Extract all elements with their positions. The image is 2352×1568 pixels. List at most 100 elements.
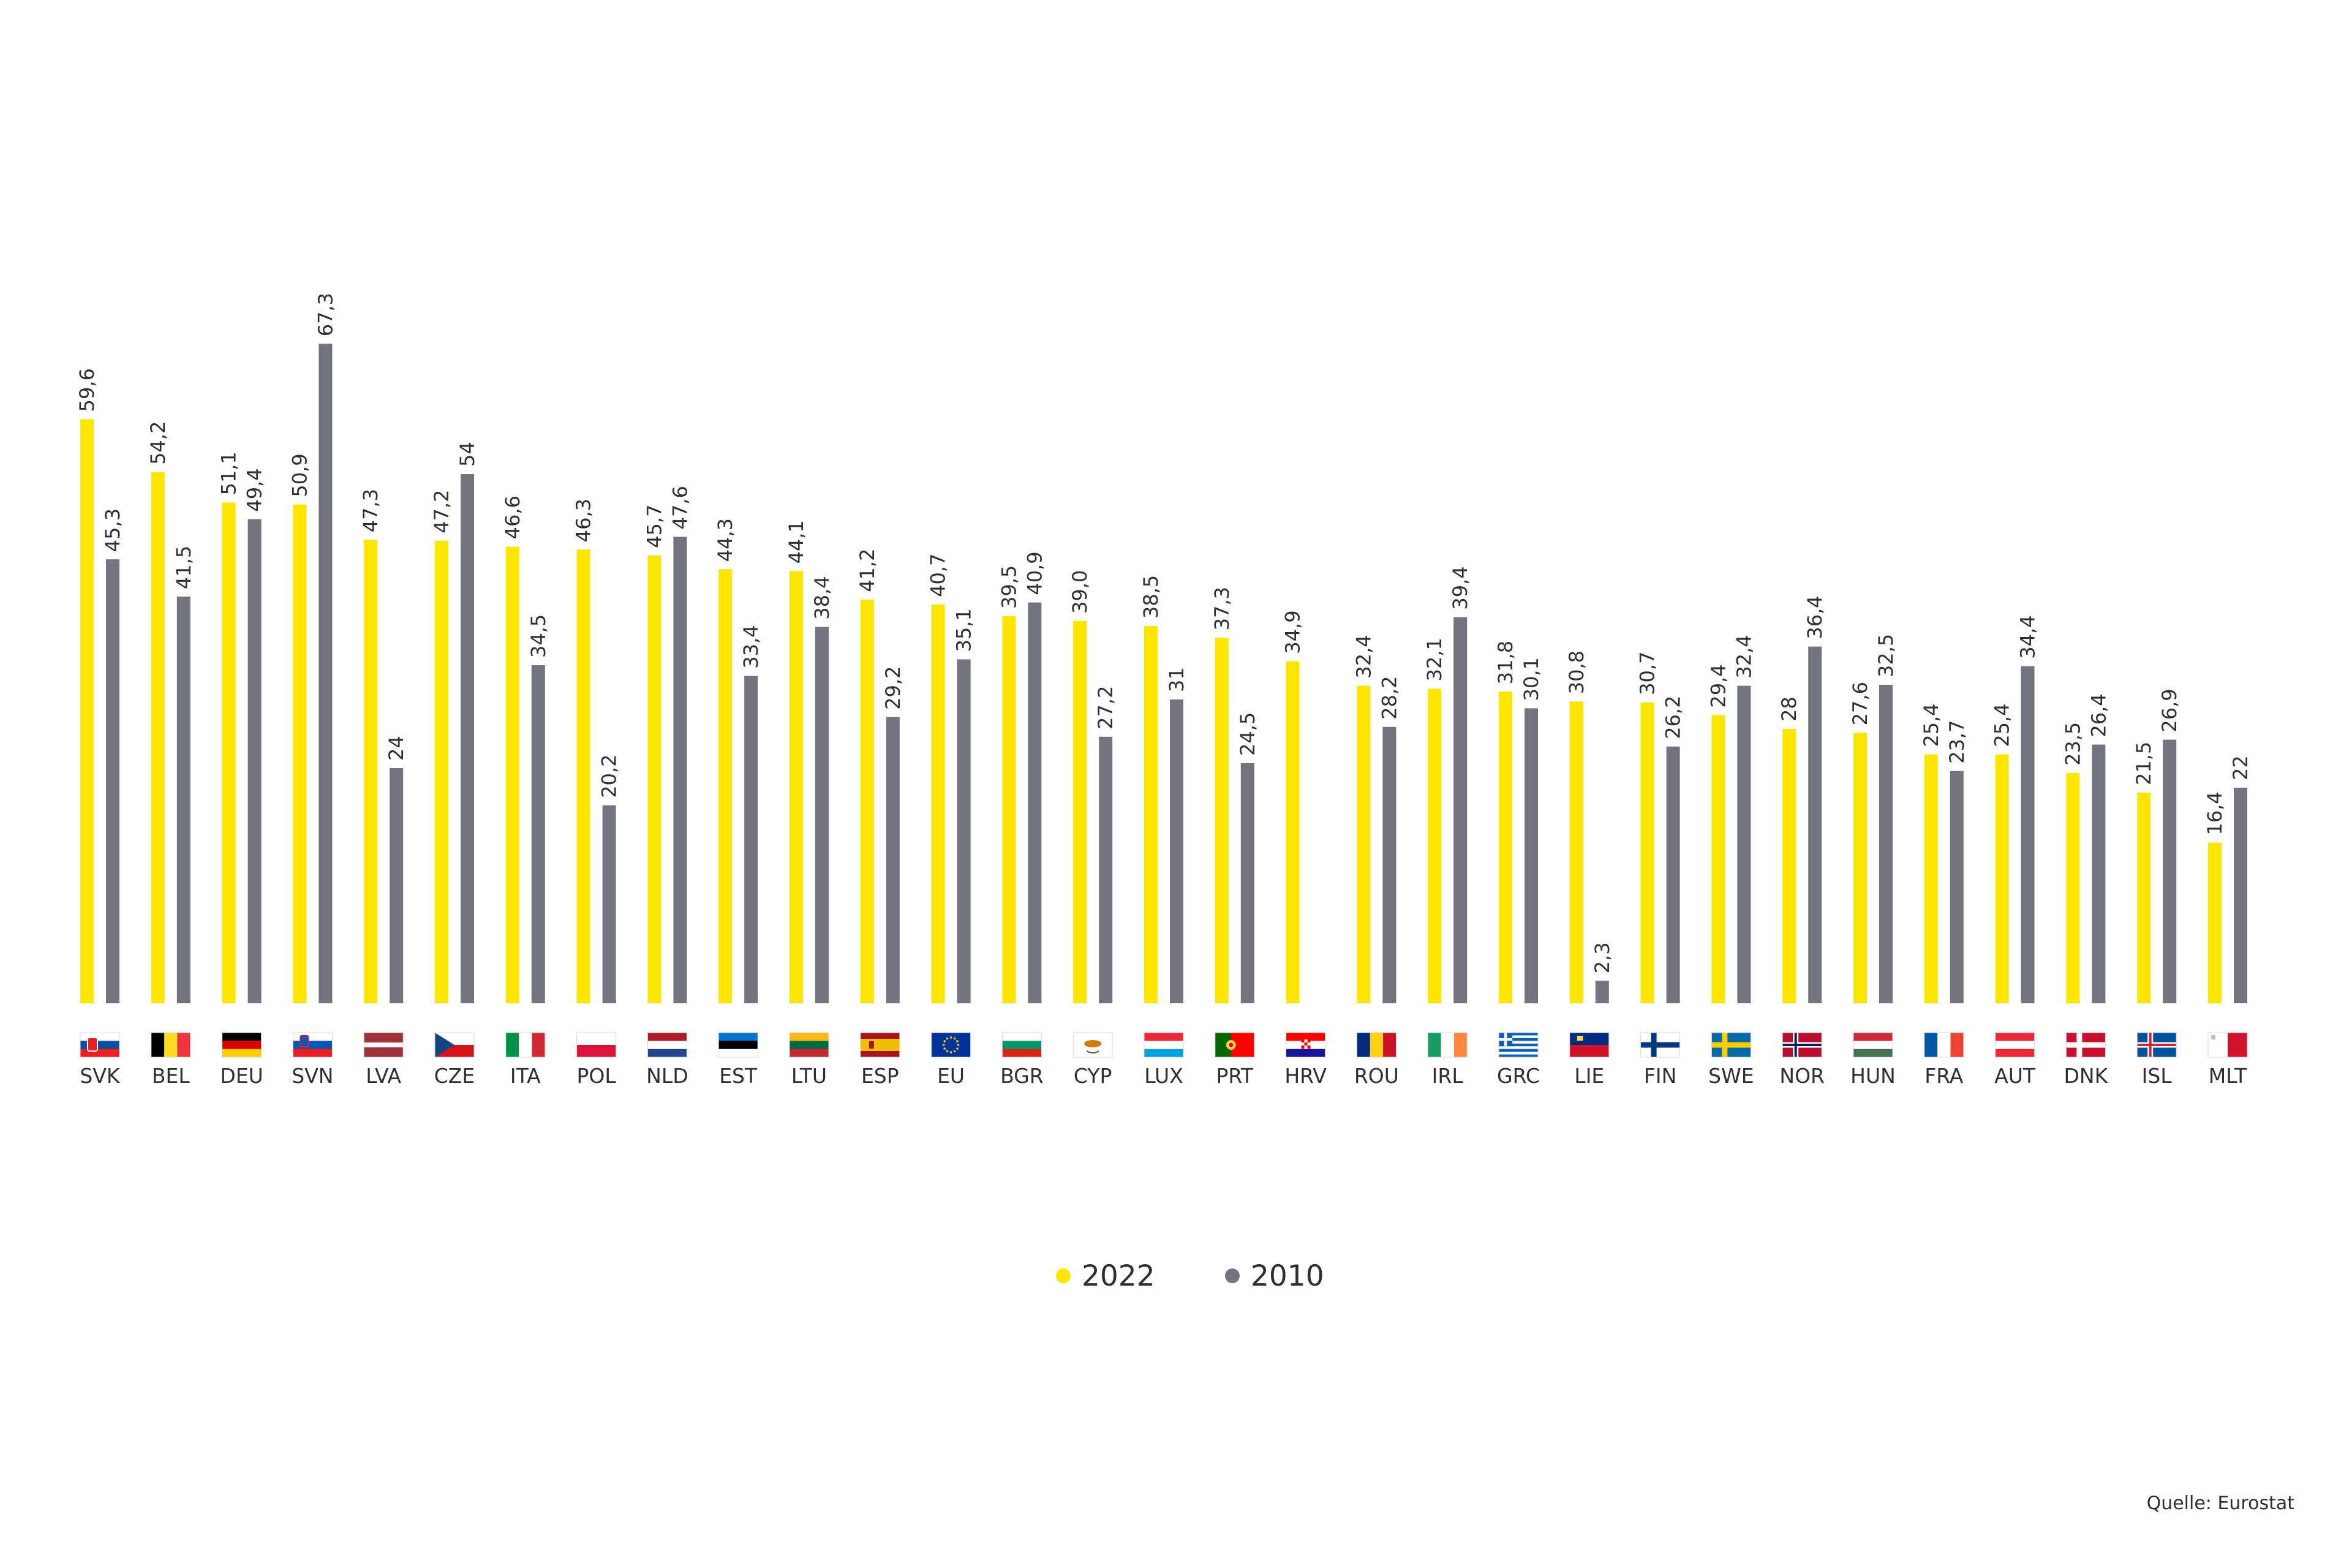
flag-eu-icon xyxy=(931,1032,971,1058)
bar-2022-grc xyxy=(1499,692,1512,1003)
value-label-2010-lie: 2,3 xyxy=(1591,942,1614,973)
legend-label-2010: 2010 xyxy=(1251,1259,1324,1293)
bar-2022-prt xyxy=(1215,638,1229,1003)
bar-2010-cyp xyxy=(1099,736,1113,1003)
value-label-2010-grc: 30,1 xyxy=(1520,657,1543,701)
flag-svn-icon xyxy=(292,1032,333,1058)
x-tick-label-lie: LIE xyxy=(1574,1064,1604,1088)
bar-2010-irl xyxy=(1453,617,1468,1003)
x-tick-label-isl: ISL xyxy=(2142,1064,2173,1088)
value-label-2022-cyp: 39,0 xyxy=(1068,570,1091,614)
bar-2022-dnk xyxy=(2066,773,2080,1003)
value-label-2010-svk: 45,3 xyxy=(101,508,124,552)
value-label-2010-est: 33,4 xyxy=(739,625,763,668)
flag-esp-icon xyxy=(860,1032,900,1058)
flag-lva-icon xyxy=(363,1032,404,1058)
value-label-2010-ltu: 38,4 xyxy=(810,576,834,619)
bar-2022-svk xyxy=(80,419,94,1003)
flag-grc-icon xyxy=(1498,1032,1539,1058)
x-tick-labels-layer: SVK BEL DEU SVN LVA CZE ITA POL NLD EST LTU ESP EU BG… xyxy=(80,1064,2247,1088)
bar-2022-est xyxy=(718,569,733,1003)
value-label-2010-lux: 31 xyxy=(1165,667,1188,692)
bars-layer xyxy=(80,344,2247,1004)
bar-2022-cze xyxy=(435,540,448,1003)
x-tick-label-swe: SWE xyxy=(1708,1064,1754,1088)
bar-2010-pol xyxy=(602,805,616,1003)
bar-2010-svk xyxy=(106,559,119,1003)
bar-2010-grc xyxy=(1525,708,1538,1003)
flags-layer xyxy=(80,1032,2248,1058)
value-label-2010-prt: 24,5 xyxy=(1236,712,1259,756)
bar-2010-ita xyxy=(531,665,545,1003)
x-tick-label-mlt: MLT xyxy=(2209,1064,2247,1088)
bar-2022-irl xyxy=(1428,688,1442,1003)
value-label-2010-deu: 49,4 xyxy=(243,468,266,511)
flag-lie-icon xyxy=(1569,1032,1610,1058)
flag-pol-icon xyxy=(576,1032,617,1058)
x-tick-label-esp: ESP xyxy=(861,1064,899,1088)
bar-2010-svn xyxy=(318,344,333,1004)
bar-2010-bel xyxy=(176,597,190,1003)
value-label-2022-prt: 37,3 xyxy=(1210,587,1234,630)
value-label-2010-ita: 34,5 xyxy=(527,614,550,658)
x-tick-label-hun: HUN xyxy=(1850,1064,1896,1088)
bar-2022-svn xyxy=(293,504,307,1003)
flag-cze-icon xyxy=(434,1032,475,1058)
value-label-2022-fin: 30,7 xyxy=(1636,652,1659,695)
flag-aut-icon xyxy=(1995,1032,2035,1058)
bar-2010-esp xyxy=(886,717,900,1003)
x-tick-label-deu: DEU xyxy=(220,1064,263,1088)
value-labels-layer: 59,6 45,3 54,2 41,5 51,1 49,4 50,9 67,3 47,3 24 47… xyxy=(75,293,2252,973)
value-label-2010-svn: 67,3 xyxy=(314,293,337,336)
bar-2022-lux xyxy=(1144,626,1158,1003)
value-label-2022-nor: 28 xyxy=(1777,696,1801,722)
bar-2010-hun xyxy=(1879,685,1893,1003)
value-label-2022-deu: 51,1 xyxy=(217,451,241,495)
value-label-2022-eu: 40,7 xyxy=(927,554,950,597)
x-tick-label-eu: EU xyxy=(937,1064,965,1088)
bar-2022-ltu xyxy=(790,571,803,1003)
bar-2010-fin xyxy=(1666,746,1680,1003)
flag-bgr-icon xyxy=(1001,1032,1042,1058)
value-label-2022-svn: 50,9 xyxy=(288,453,311,497)
bar-2022-lva xyxy=(364,540,378,1003)
value-label-2022-nld: 45,7 xyxy=(643,505,666,548)
value-label-2010-bgr: 40,9 xyxy=(1023,551,1046,595)
x-tick-label-fin: FIN xyxy=(1644,1064,1676,1088)
x-tick-label-grc: GRC xyxy=(1497,1064,1540,1088)
value-label-2022-bgr: 39,5 xyxy=(997,565,1020,609)
x-tick-label-aut: AUT xyxy=(1994,1064,2036,1088)
bar-2010-lux xyxy=(1170,699,1183,1003)
bar-2022-hrv xyxy=(1286,661,1300,1003)
x-tick-label-cyp: CYP xyxy=(1074,1064,1112,1088)
value-label-2010-irl: 39,4 xyxy=(1449,566,1472,609)
value-label-2022-cze: 47,2 xyxy=(430,490,453,533)
value-label-2022-irl: 32,1 xyxy=(1423,638,1446,681)
value-label-2010-swe: 32,4 xyxy=(1732,635,1755,678)
x-tick-label-nld: NLD xyxy=(646,1064,688,1088)
bar-2010-lva xyxy=(390,768,404,1003)
flag-fin-icon xyxy=(1640,1032,1681,1058)
x-tick-label-svn: SVN xyxy=(292,1064,333,1088)
value-label-2022-svk: 59,6 xyxy=(75,368,99,412)
value-label-2022-bel: 54,2 xyxy=(146,421,170,465)
bar-2022-ita xyxy=(505,546,519,1003)
value-label-2010-cyp: 27,2 xyxy=(1094,686,1117,729)
bar-2022-rou xyxy=(1357,685,1371,1003)
value-label-2010-nld: 47,6 xyxy=(668,486,692,529)
value-label-2022-ltu: 44,1 xyxy=(785,520,808,564)
value-label-2022-fra: 25,4 xyxy=(1920,703,1943,747)
flag-irl-icon xyxy=(1427,1032,1468,1058)
bar-2022-esp xyxy=(860,599,874,1003)
flag-bel-icon xyxy=(151,1032,191,1058)
bar-2022-pol xyxy=(576,549,590,1003)
value-label-2022-dnk: 23,5 xyxy=(2061,722,2084,766)
flag-cyp-icon xyxy=(1072,1032,1113,1058)
value-label-2022-hun: 27,6 xyxy=(1849,682,1872,725)
value-label-2010-pol: 20,2 xyxy=(598,755,621,798)
flag-rou-icon xyxy=(1356,1032,1396,1058)
bar-2010-rou xyxy=(1382,726,1396,1003)
bar-2022-hun xyxy=(1853,733,1867,1003)
x-tick-label-bgr: BGR xyxy=(1000,1064,1044,1088)
flag-fra-icon xyxy=(1924,1032,1964,1058)
